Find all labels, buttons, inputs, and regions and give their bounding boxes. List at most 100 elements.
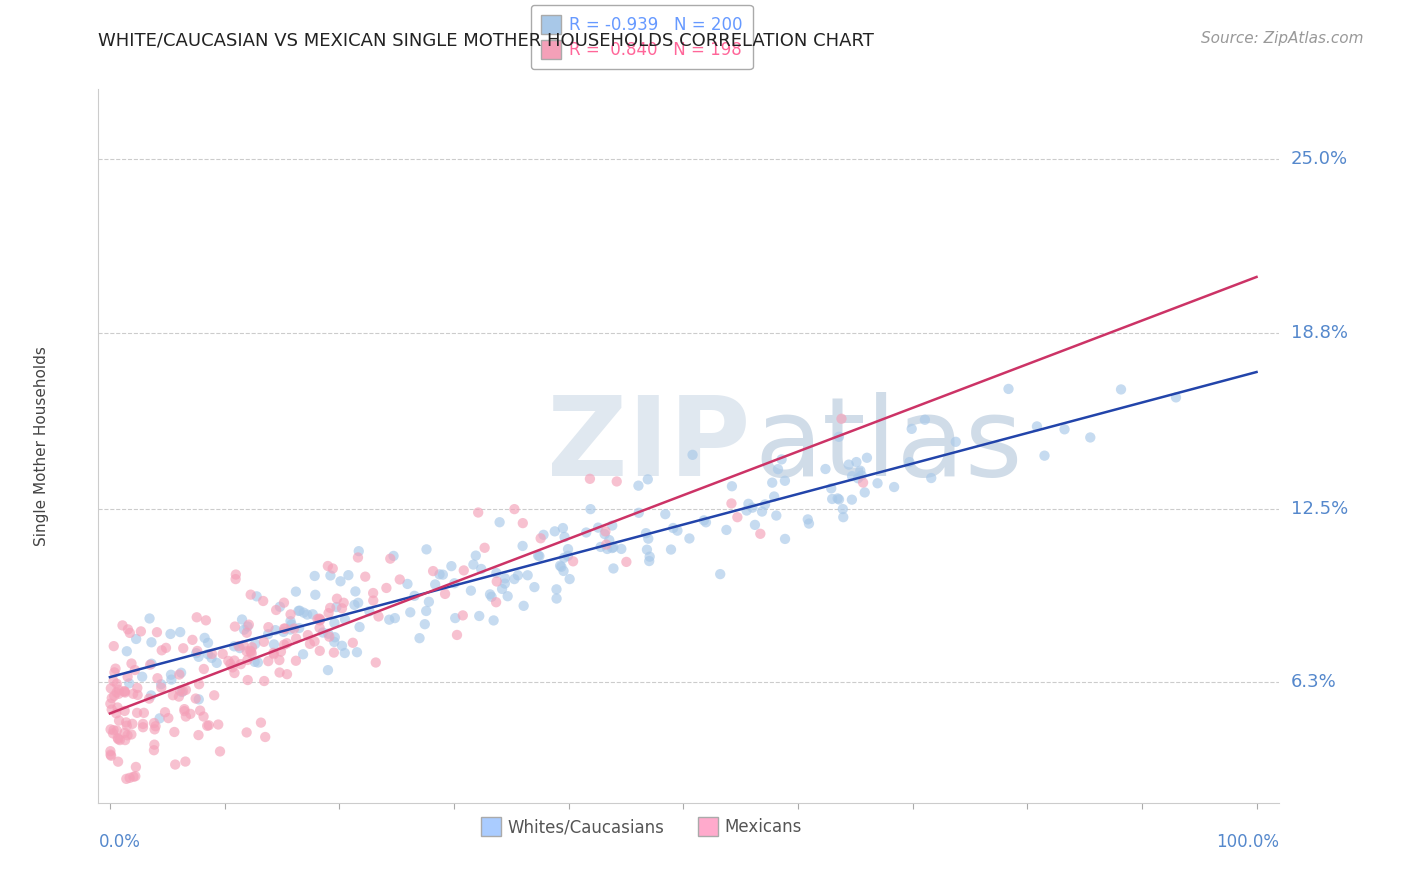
Point bbox=[399, 605, 422, 619]
Point bbox=[841, 492, 863, 507]
Point bbox=[408, 631, 430, 645]
Point bbox=[496, 589, 519, 603]
Point bbox=[304, 588, 326, 602]
Point bbox=[170, 665, 193, 680]
Point bbox=[160, 667, 183, 681]
Point bbox=[440, 559, 463, 574]
Point bbox=[468, 609, 491, 624]
Point bbox=[512, 539, 534, 553]
Point bbox=[316, 663, 339, 677]
Point bbox=[375, 581, 398, 595]
Point bbox=[841, 469, 863, 483]
Point bbox=[413, 617, 436, 632]
Point bbox=[415, 604, 437, 618]
Point bbox=[264, 603, 287, 617]
Point bbox=[330, 601, 353, 615]
Point bbox=[127, 688, 149, 702]
Point bbox=[194, 613, 217, 627]
Point bbox=[270, 645, 292, 659]
Point bbox=[125, 706, 148, 720]
Point bbox=[444, 611, 467, 625]
Point bbox=[678, 532, 700, 546]
Point bbox=[225, 572, 247, 586]
Point bbox=[100, 744, 122, 758]
Point bbox=[638, 554, 661, 568]
Point bbox=[349, 620, 371, 634]
Point bbox=[107, 700, 129, 714]
Point bbox=[103, 665, 125, 680]
Point bbox=[464, 549, 486, 563]
Point bbox=[254, 730, 277, 744]
Point bbox=[297, 607, 319, 622]
Text: atlas: atlas bbox=[754, 392, 1022, 500]
Point bbox=[197, 718, 219, 732]
Point bbox=[814, 462, 837, 476]
Point bbox=[149, 711, 172, 725]
Point bbox=[404, 589, 426, 603]
Point bbox=[323, 635, 346, 649]
Point bbox=[361, 593, 384, 607]
Point bbox=[146, 625, 169, 640]
Point bbox=[308, 621, 330, 635]
Point bbox=[100, 747, 122, 762]
Point bbox=[695, 516, 717, 530]
Point bbox=[554, 530, 576, 544]
Point bbox=[883, 480, 905, 494]
Point bbox=[308, 644, 330, 658]
Point bbox=[231, 612, 253, 626]
Point bbox=[546, 582, 568, 597]
Point bbox=[276, 636, 298, 650]
Point bbox=[516, 568, 538, 582]
Point bbox=[606, 475, 628, 489]
Point bbox=[169, 625, 191, 640]
Point bbox=[512, 516, 534, 530]
Point bbox=[330, 639, 353, 653]
Point bbox=[118, 676, 141, 690]
Point bbox=[900, 422, 922, 436]
Point bbox=[188, 677, 211, 691]
Text: 100.0%: 100.0% bbox=[1216, 833, 1279, 851]
Point bbox=[329, 574, 352, 589]
Point bbox=[333, 612, 356, 626]
Point bbox=[763, 490, 786, 504]
Point bbox=[173, 704, 195, 718]
Point bbox=[598, 533, 620, 547]
Point bbox=[197, 647, 219, 661]
Point bbox=[1078, 430, 1101, 444]
Point bbox=[233, 623, 256, 637]
Point bbox=[159, 627, 181, 641]
Point bbox=[716, 523, 738, 537]
Point bbox=[273, 638, 295, 652]
Point bbox=[115, 644, 138, 658]
Point bbox=[100, 702, 122, 716]
Point bbox=[453, 563, 475, 577]
Point bbox=[172, 641, 194, 656]
Point bbox=[200, 651, 222, 665]
Point bbox=[830, 411, 852, 425]
Point bbox=[208, 744, 231, 758]
Point bbox=[143, 716, 166, 731]
Point bbox=[278, 623, 301, 637]
Point bbox=[627, 506, 650, 520]
Point bbox=[354, 569, 377, 583]
Point bbox=[309, 612, 332, 626]
Point bbox=[749, 526, 772, 541]
Point bbox=[273, 622, 295, 636]
Point bbox=[217, 654, 239, 668]
Point bbox=[380, 551, 402, 566]
Point bbox=[125, 760, 148, 774]
Point bbox=[187, 728, 209, 742]
Point bbox=[709, 567, 731, 582]
Point bbox=[250, 715, 273, 730]
Point bbox=[308, 614, 330, 628]
Point bbox=[100, 723, 122, 737]
Point bbox=[479, 587, 502, 601]
Point bbox=[595, 524, 617, 539]
Point bbox=[115, 719, 138, 733]
Point bbox=[693, 513, 716, 527]
Point bbox=[229, 641, 252, 656]
Point bbox=[269, 599, 291, 614]
Point bbox=[257, 620, 280, 634]
Point bbox=[253, 673, 276, 688]
Point bbox=[751, 504, 773, 518]
